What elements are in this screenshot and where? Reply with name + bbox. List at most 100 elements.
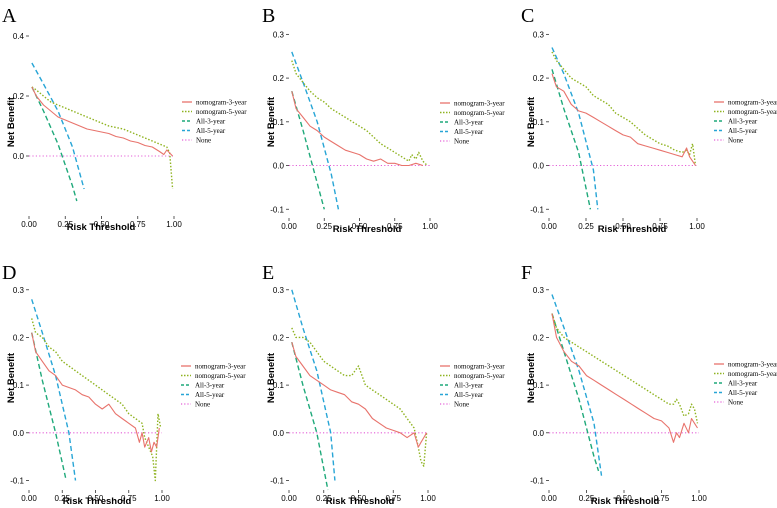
series-line-nomogram-5-year (291, 327, 428, 467)
series-line-all-3-year (31, 332, 67, 481)
legend-label-nomogram-5-year: nomogram-5-year (728, 370, 777, 378)
series-layer (29, 299, 162, 482)
series-line-all-5-year (31, 62, 85, 190)
series-line-nomogram-5-year (551, 313, 699, 424)
panel-b: B Net Benefit Risk Threshold 0.00 0.25 0.5… (262, 5, 505, 235)
x-axis-title: Risk Threshold (67, 222, 136, 233)
y-tick-label: 0.1 (273, 118, 285, 127)
legend-label-nomogram-3-year: nomogram-3-year (454, 100, 505, 108)
legend-label-all-5-year: All-5-year (454, 391, 484, 399)
legend-label-nomogram-3-year: nomogram-3-year (728, 99, 777, 107)
series-layer (549, 47, 697, 210)
legend-label-all-3-year: All-3-year (728, 380, 758, 388)
legend-label-all-5-year: All-5-year (728, 127, 758, 135)
y-tick-label: 0.4 (13, 32, 25, 41)
y-axis-title: Net Benefit (526, 352, 537, 403)
y-tick-label: -0.1 (270, 205, 284, 214)
legend-label-none: None (196, 137, 211, 145)
x-axis-title: Risk Threshold (333, 224, 402, 235)
y-tick-label: 0.2 (13, 333, 25, 342)
y-tick-label: -0.1 (530, 476, 544, 485)
legend-label-none: None (728, 137, 743, 145)
panel-c: C Net Benefit Risk Threshold 0.00 0.25 0.5… (521, 5, 777, 235)
series-line-nomogram-5-year (31, 318, 162, 482)
y-tick-label: 0.2 (273, 333, 285, 342)
x-tick-label: 0.75 (652, 222, 668, 231)
legend-label-all-3-year: All-3-year (728, 118, 758, 126)
panel-f: F Net Benefit Risk Threshold 0.00 0.25 0.5… (521, 262, 777, 507)
axes: 0.00 0.25 0.50 0.75 1.00 -0.1 0.0 0.1 0.2 0.3 (530, 286, 707, 503)
y-tick-label: 0.2 (533, 74, 545, 83)
legend-label-none: None (454, 401, 469, 409)
series-layer (289, 289, 428, 491)
x-tick-label: 0.50 (351, 494, 367, 503)
x-tick-label: 1.00 (420, 494, 436, 503)
x-axis-title: Risk Threshold (326, 496, 395, 507)
legend-label-nomogram-3-year: nomogram-3-year (196, 99, 247, 107)
series-line-nomogram-3-year (291, 91, 424, 167)
legend-label-nomogram-5-year: nomogram-5-year (196, 108, 247, 116)
series-layer (29, 62, 174, 202)
y-tick-label: 0.1 (13, 381, 25, 390)
legend-label-all-3-year: All-3-year (454, 119, 484, 127)
axes: 0.00 0.25 0.50 0.75 1.00 -0.1 0.0 0.1 0.2 0.3 (530, 30, 705, 231)
y-tick-label: 0.0 (533, 429, 545, 438)
axes: 0.00 0.25 0.50 0.75 1.00 -0.1 0.0 0.1 0.2 0.3 (270, 286, 436, 503)
axes: 0.00 0.25 0.50 0.75 1.00 -0.1 0.0 0.1 0.2 0.3 (10, 286, 170, 503)
series-line-all-3-year (551, 69, 592, 210)
y-axis-title: Net Benefit (266, 352, 277, 403)
series-line-all-5-year (31, 299, 77, 481)
x-tick-label: 0.25 (57, 220, 73, 229)
legend-label-all-3-year: All-3-year (454, 382, 484, 390)
legend-label-none: None (728, 399, 743, 407)
panel-label-e: E (262, 262, 274, 284)
x-tick-label: 0.25 (316, 494, 332, 503)
x-tick-label: 0.00 (281, 494, 297, 503)
y-tick-label: 0.0 (273, 429, 285, 438)
series-line-nomogram-5-year (551, 51, 697, 166)
y-tick-label: -0.1 (10, 476, 24, 485)
x-tick-label: 0.00 (281, 222, 297, 231)
x-tick-label: 0.50 (88, 494, 104, 503)
legend-label-all-5-year: All-5-year (196, 127, 226, 135)
panel-label-a: A (2, 5, 17, 27)
axes: 0.00 0.25 0.50 0.75 1.00 0.0 0.2 0.4 (13, 32, 182, 229)
series-line-all-5-year (291, 289, 336, 481)
y-tick-label: 0.2 (13, 92, 25, 101)
y-axis-title: Net Benefit (6, 352, 17, 403)
panel-label-f: F (521, 262, 532, 284)
panel-label-b: B (262, 5, 275, 27)
y-tick-label: 0.0 (533, 162, 545, 171)
series-layer (549, 294, 699, 476)
x-tick-label: 0.75 (654, 494, 670, 503)
axes: 0.00 0.25 0.50 0.75 1.00 -0.1 0.0 0.1 0.2 0.3 (270, 30, 438, 231)
legend-label-nomogram-5-year: nomogram-5-year (195, 372, 246, 380)
y-tick-label: 0.1 (533, 118, 545, 127)
y-axis-title: Net Benefit (6, 96, 17, 147)
panel-d: D Net Benefit Risk Threshold 0.00 0.25 0.5… (2, 262, 246, 507)
legend-label-all-5-year: All-5-year (454, 128, 484, 136)
x-tick-label: 0.75 (385, 494, 401, 503)
x-tick-label: 1.00 (166, 220, 182, 229)
x-tick-label: 0.00 (21, 494, 37, 503)
legend-label-nomogram-5-year: nomogram-5-year (454, 372, 505, 380)
x-tick-label: 0.00 (541, 222, 557, 231)
x-tick-label: 0.75 (387, 222, 403, 231)
legend-label-all-5-year: All-5-year (728, 389, 758, 397)
x-tick-label: 0.50 (616, 494, 632, 503)
series-line-nomogram-3-year (31, 332, 160, 453)
y-axis-title: Net Benefit (526, 96, 537, 147)
x-tick-label: 0.00 (21, 220, 37, 229)
legend-label-nomogram-5-year: nomogram-5-year (454, 109, 505, 117)
y-tick-label: 0.3 (533, 30, 545, 39)
y-tick-label: 0.2 (273, 74, 285, 83)
panel-a: A Net Benefit Risk Threshold 0.00 0.25 0.5… (2, 5, 247, 233)
series-line-all-3-year (551, 313, 600, 472)
panel-label-c: C (521, 5, 534, 27)
legend-label-nomogram-3-year: nomogram-3-year (195, 363, 246, 371)
